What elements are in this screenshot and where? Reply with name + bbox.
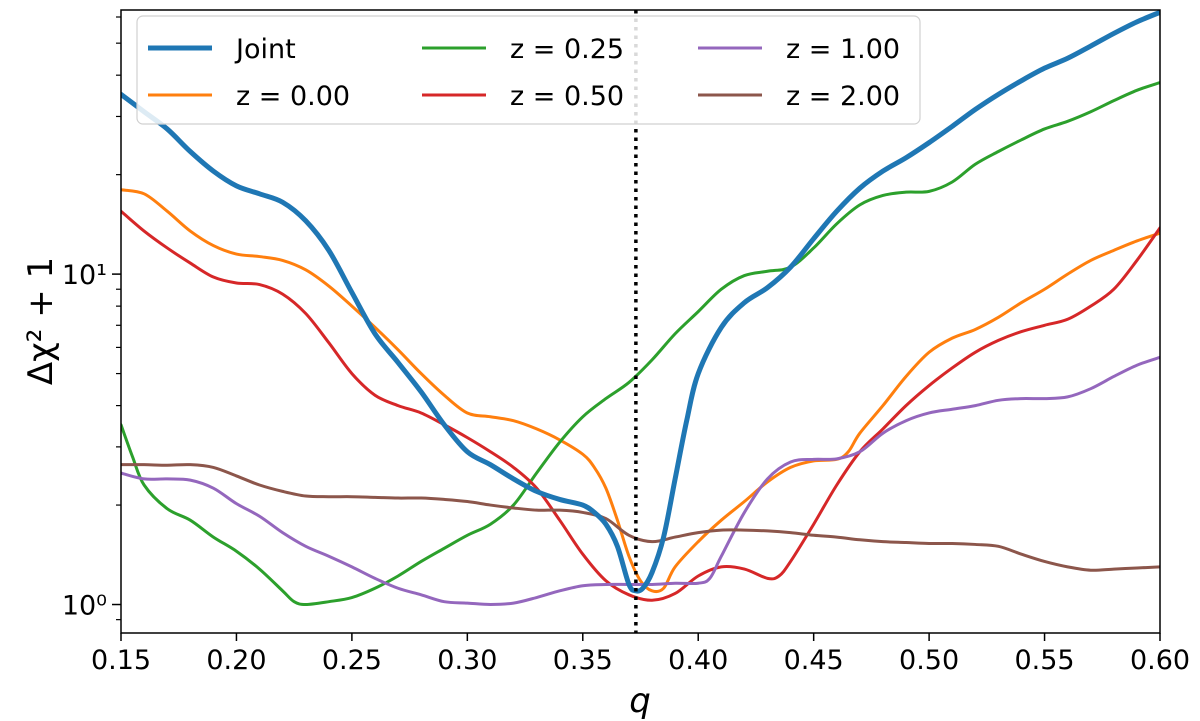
series-line-z-0-50 (121, 209, 1160, 602)
x-tick-label: 0.45 (784, 645, 844, 676)
legend: Joint z = 0.00 z = 0.25 z = 0.50 z = 1.00 z =… (136, 15, 921, 125)
x-tick-label: 0.15 (91, 645, 151, 676)
legend-label-z-0-50: z = 0.50 (510, 81, 624, 112)
legend-frame (136, 15, 921, 125)
series-line-joint (121, 10, 1160, 594)
x-tick-label: 0.40 (668, 645, 728, 676)
y-axis-label: Δχ² + 1 (21, 257, 61, 385)
ticks-layer: 0.15 0.20 0.25 0.30 0.35 0.40 0.45 0.50 0.55 0.60… (62, 16, 1190, 676)
x-tick-label: 0.60 (1130, 645, 1190, 676)
plot-frame (120, 9, 1161, 634)
legend-label-z-0-00: z = 0.00 (236, 81, 350, 112)
series-line-z-0-25 (121, 81, 1160, 607)
x-axis-label: q (629, 681, 651, 721)
legend-label-joint: Joint (234, 34, 296, 65)
x-tick-label: 0.20 (206, 645, 266, 676)
series-line-z-2-00 (121, 463, 1160, 572)
y-tick-label: 10¹ (62, 260, 107, 291)
legend-label-z-1-00: z = 1.00 (786, 34, 900, 65)
x-tick-label: 0.50 (899, 645, 959, 676)
series-line-z-1-00 (121, 355, 1160, 607)
series-layer (121, 10, 1160, 607)
x-tick-label: 0.35 (553, 645, 613, 676)
legend-label-z-2-00: z = 2.00 (786, 81, 900, 112)
x-tick-label: 0.25 (322, 645, 382, 676)
y-tick-label: 10⁰ (62, 591, 107, 622)
legend-label-z-0-25: z = 0.25 (510, 34, 624, 65)
series-line-z-0-00 (121, 188, 1160, 594)
x-tick-label: 0.55 (1014, 645, 1074, 676)
x-tick-label: 0.30 (437, 645, 497, 676)
